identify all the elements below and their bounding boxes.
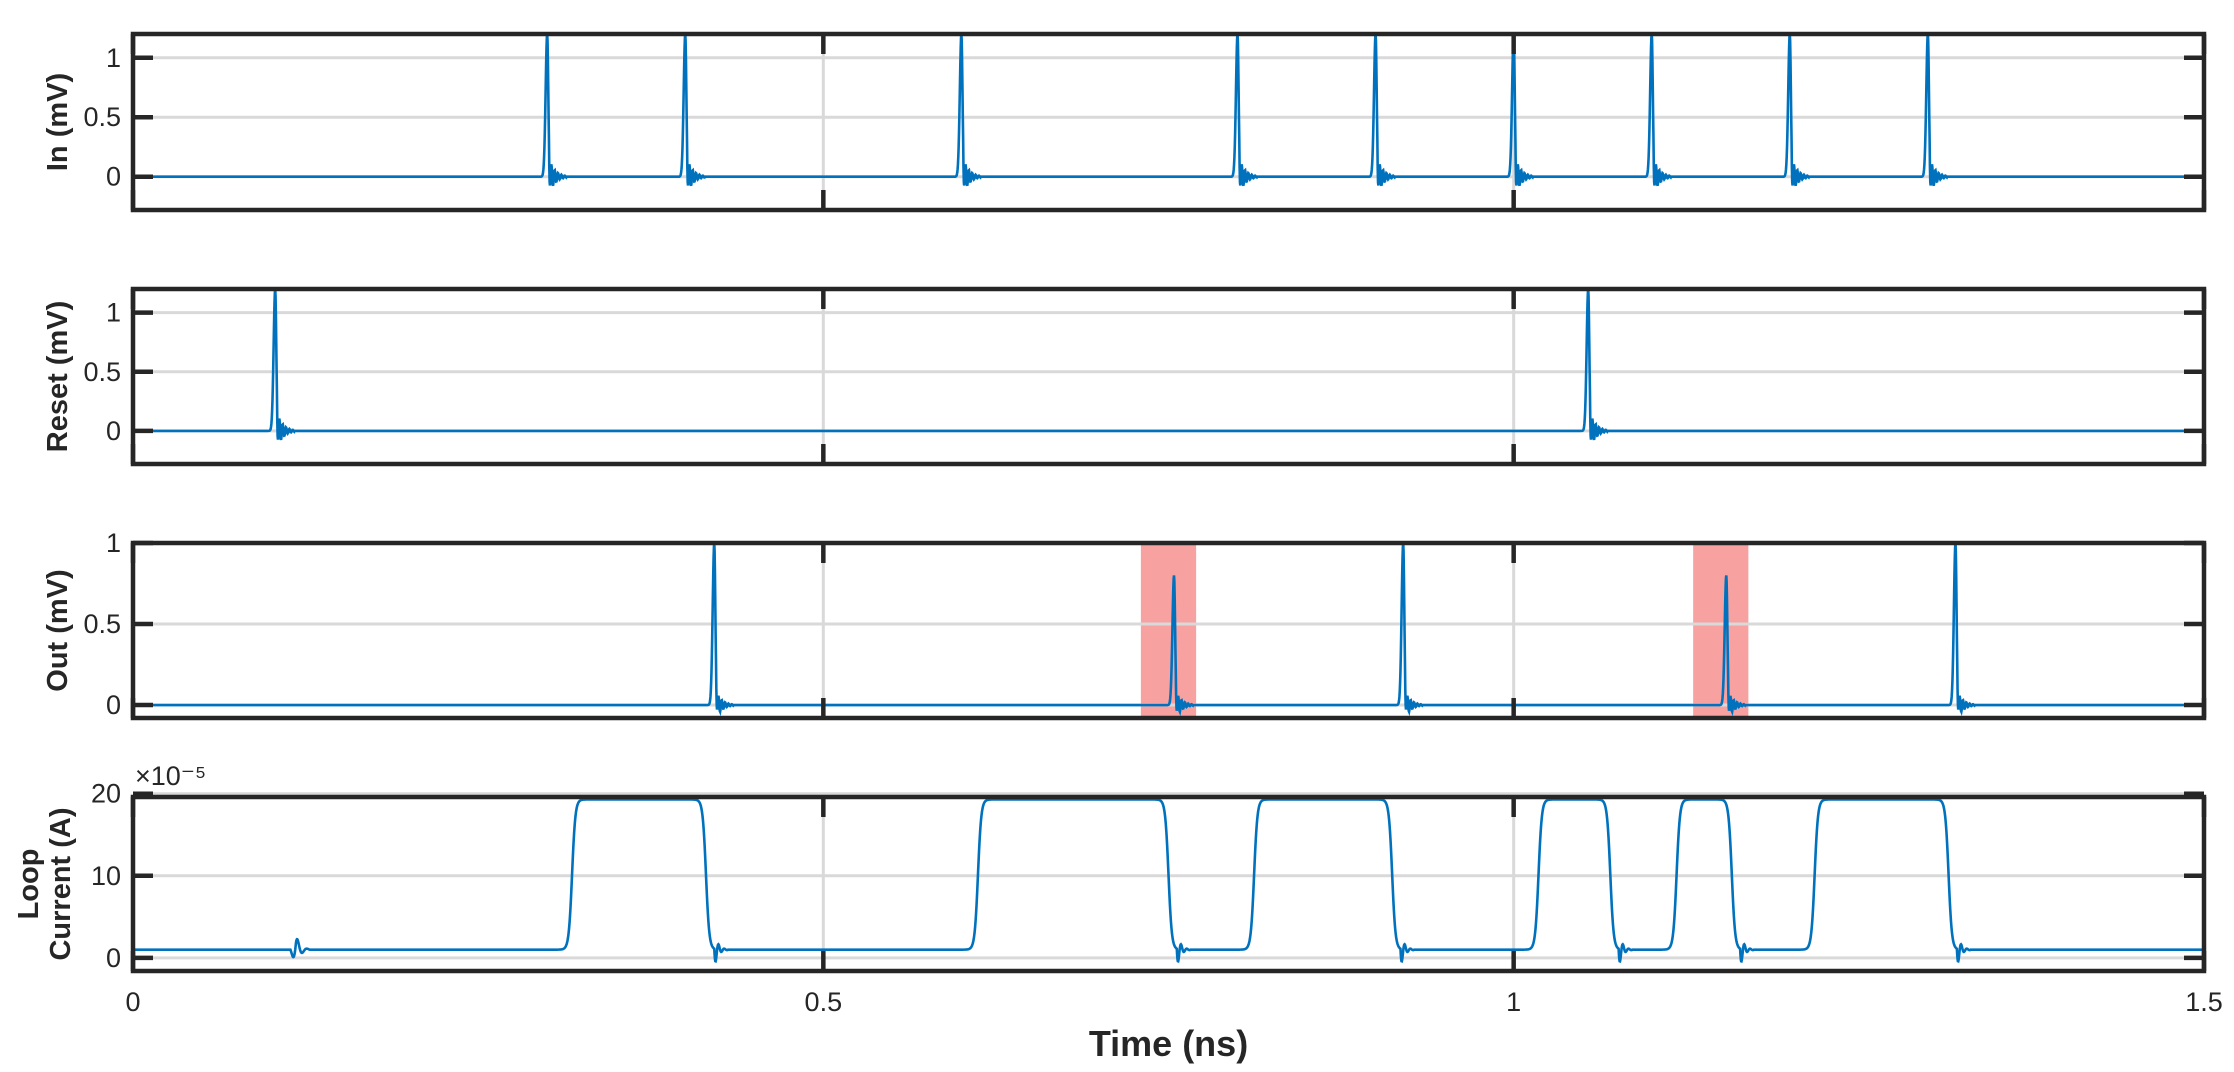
- axes-frame: [130, 540, 2207, 721]
- y-tick-label: 0: [106, 416, 121, 446]
- y-tick-label: 0.5: [83, 609, 121, 639]
- y-tick-label: 0.5: [83, 357, 121, 387]
- subplot-2: 0 0.5 1 Reset (mV): [42, 286, 2207, 467]
- axes-frame: [130, 286, 2207, 467]
- x-tick-label: 0.5: [805, 987, 843, 1017]
- highlight-region-1: [1140, 543, 1197, 718]
- subplot-4: 0 10 20 LoopCurrent (A) ×10⁻⁵: [13, 761, 2207, 974]
- y-tick-label: 0: [106, 162, 121, 192]
- x-tick-label: 1.5: [2185, 987, 2223, 1017]
- series-line: [133, 798, 2204, 963]
- highlight-region-2: [1693, 543, 1749, 718]
- x-axis-label: Time (ns): [1089, 1023, 1248, 1064]
- y-axis-label: Out (mV): [42, 569, 74, 691]
- y-tick-label: 1: [106, 528, 121, 558]
- y-exponent-label: ×10⁻⁵: [135, 761, 206, 791]
- y-axis-label: In (mV): [42, 73, 74, 171]
- y-tick-label: 10: [91, 861, 121, 891]
- y-axis-label: Reset (mV): [42, 301, 74, 453]
- subplot-3: 0 0.5 1 Out (mV): [42, 528, 2207, 721]
- y-tick-label: 1: [106, 298, 121, 328]
- y-axis-label: LoopCurrent (A): [13, 807, 77, 960]
- y-tick-label: 0: [106, 943, 121, 973]
- axes-frame: [130, 794, 2207, 974]
- series-line: [133, 289, 2204, 441]
- y-tick-label: 0.5: [83, 102, 121, 132]
- axes-frame: [130, 31, 2207, 213]
- series-line: [133, 34, 2204, 187]
- y-tick-label: 20: [91, 779, 121, 809]
- x-tick-label: 0: [125, 987, 140, 1017]
- subplot-1: 0 0.5 1 In (mV): [42, 31, 2207, 213]
- y-tick-label: 1: [106, 43, 121, 73]
- y-tick-label: 0: [106, 690, 121, 720]
- series-line: [133, 543, 2204, 717]
- x-tick-label: 1: [1506, 987, 1521, 1017]
